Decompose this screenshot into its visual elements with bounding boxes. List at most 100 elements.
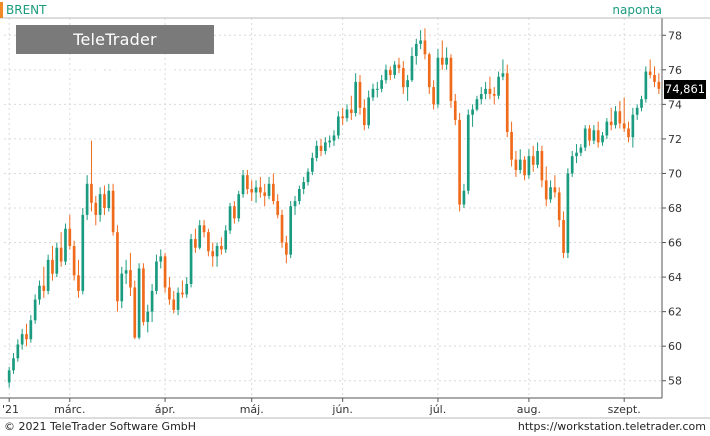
candle [194,228,197,253]
candle [207,228,210,257]
candle [562,211,565,259]
candle [419,30,422,50]
candle [42,266,46,298]
candle-body [648,71,652,75]
candle-body [220,246,223,250]
candle [16,339,20,362]
candle-body [189,239,193,284]
candle-body [544,180,548,200]
symbol-label[interactable]: BRENT [6,3,47,17]
candle-body [341,116,345,119]
candle-body [510,132,513,160]
candle-body [380,80,383,89]
candle [635,104,639,120]
candle-body [302,182,306,189]
candle-body [38,285,41,300]
candle-body [579,147,583,153]
candle [29,315,33,343]
x-tick-label: '21 [2,403,19,416]
candle-body [505,73,509,132]
interval-label[interactable]: naponta [612,3,662,17]
candle-body [583,128,587,148]
candle-body [570,156,574,174]
candle [510,121,513,167]
candle [211,242,215,267]
candle [440,40,444,70]
candle [488,76,492,100]
candle-body [107,190,111,208]
candle [289,201,293,259]
candle-body [323,142,327,151]
candle-body [393,64,396,75]
candle-body [449,57,453,101]
candle [259,176,262,198]
candle [531,145,535,172]
candle-body [181,292,184,295]
candle [388,66,392,81]
candle-body [25,334,28,340]
candle [55,242,59,278]
candles [7,28,661,388]
candle-body [207,232,210,252]
candle [371,83,375,101]
y-tick-label: 60 [668,340,682,353]
candle-body [276,201,280,215]
candle [267,176,271,200]
candle [168,277,171,305]
candle [98,187,102,222]
candle [172,290,176,314]
candle [523,156,526,181]
candle-body [202,225,206,233]
candle [453,94,457,126]
candle [220,237,223,255]
candle [181,280,184,298]
candle [146,304,150,333]
candle-body [622,123,626,129]
candle [250,180,254,202]
candle [124,259,128,284]
logo-text-part2: WorkStation [57,59,173,78]
candle-body [137,268,141,338]
x-tick-label: ápr. [155,403,176,416]
candle [605,118,609,139]
candle [618,100,622,129]
candle-body [427,54,431,88]
candle-body [375,88,379,90]
candle [59,232,63,267]
candle [77,259,80,298]
candle-body [432,87,435,105]
candle-body [631,114,635,138]
candle [609,107,613,131]
candle-body [488,88,492,94]
candle-body [492,94,496,96]
candle-body [59,247,63,262]
candle-body [401,68,405,88]
source-url-link[interactable]: https://workstation.teletrader.com [517,420,706,433]
candle-body [133,287,137,338]
candle-body [124,270,128,274]
candle-body [609,121,613,126]
candle-body [423,40,427,55]
candle-body [272,183,275,202]
candle-body [155,261,158,291]
candle-body [557,192,561,221]
axes: 58 60 62 64 66 68 70 72 74 76 78 '21 márc. ápr. máj. jú… [0,17,710,419]
candle-body [233,206,236,219]
candle-body [103,194,106,208]
candle [592,125,596,145]
candle [549,180,552,203]
candle [588,125,591,146]
candle-body [315,145,319,158]
candle [644,66,648,103]
candle [263,183,267,207]
candle-body [440,57,444,65]
x-tick-label: szept. [608,403,641,416]
candle-body [42,285,46,291]
candle-body [501,73,505,77]
candle [540,145,544,188]
candle [254,180,258,203]
candle-body [33,299,37,321]
candle-body [306,171,310,183]
